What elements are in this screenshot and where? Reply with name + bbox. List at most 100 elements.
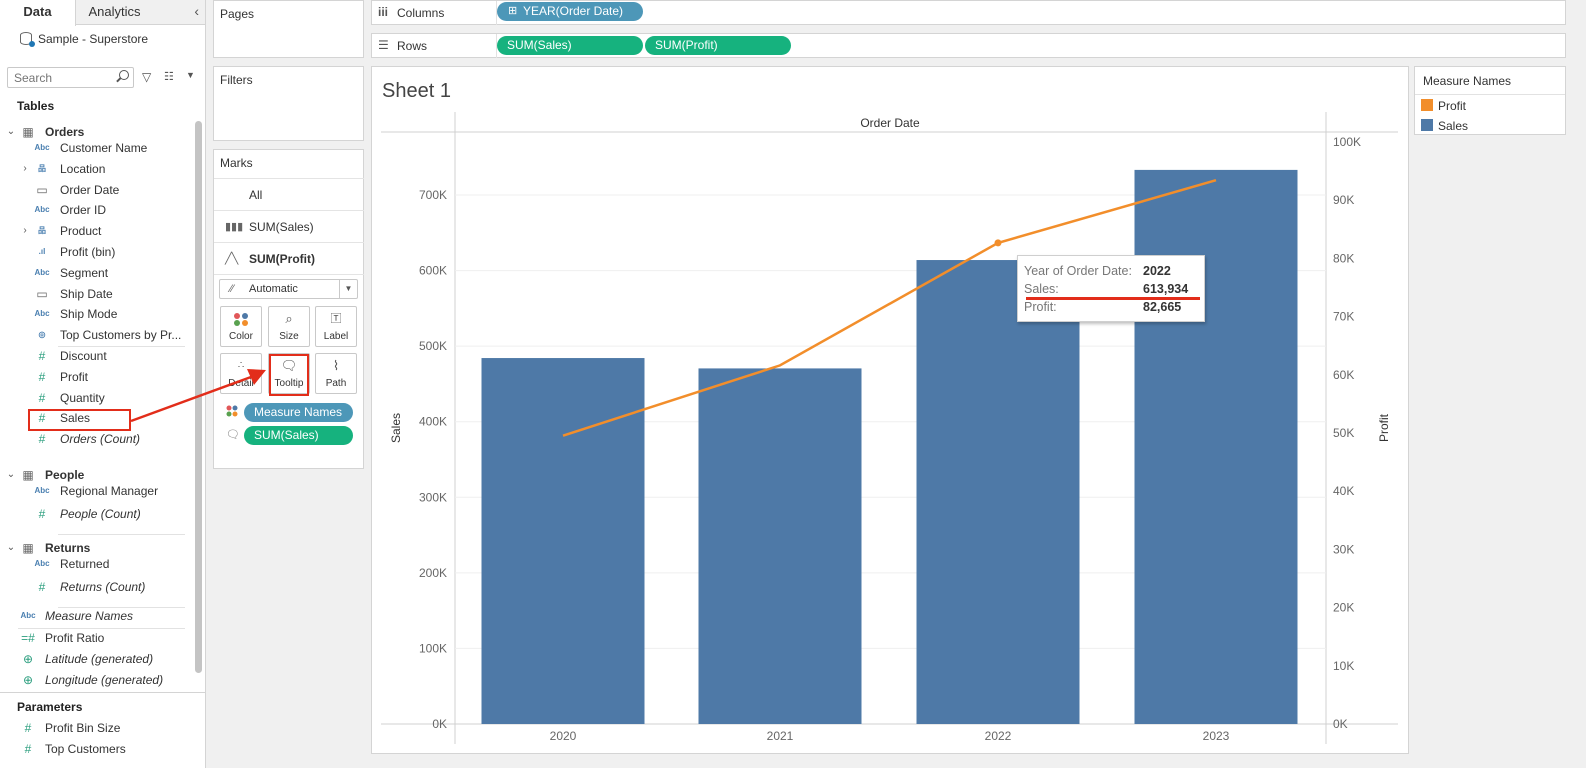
field-location[interactable]: › 品 Location — [0, 159, 190, 179]
line-chart-icon: ╱╲ — [225, 253, 239, 265]
speech-bubble-icon: 🗨 — [280, 358, 298, 373]
marks-card-sum-profit[interactable]: ╱╲ SUM(Profit) — [214, 244, 364, 275]
field-sales[interactable]: # Sales — [0, 408, 190, 428]
parameters-title: Parameters — [17, 700, 83, 714]
legend-swatch — [1421, 119, 1433, 131]
string-icon: Abc — [34, 205, 50, 215]
collapse-pane-icon[interactable]: ‹ — [194, 3, 199, 19]
field-orders-count[interactable]: # Orders (Count) — [0, 429, 190, 449]
chevron-down-icon[interactable]: ⌄ — [6, 542, 16, 553]
marks-card-sum-sales[interactable]: ▮▮▮ SUM(Sales) — [214, 212, 364, 243]
field-order-id[interactable]: Abc Order ID — [0, 200, 190, 220]
detail-button[interactable]: ∴ Detail — [220, 353, 262, 394]
divider — [0, 692, 205, 693]
scrollbar[interactable] — [195, 121, 202, 673]
sum-sales-tooltip-pill[interactable]: SUM(Sales) — [244, 426, 353, 445]
parameter-label: Top Customers — [45, 742, 126, 756]
mark-type-dropdown[interactable]: ⁄⁄ Automatic ▼ — [219, 279, 358, 299]
chevron-right-icon[interactable]: › — [23, 162, 27, 174]
tab-data[interactable]: Data — [0, 0, 76, 26]
chevron-down-icon[interactable]: ▼ — [339, 280, 357, 298]
field-longitude-generated[interactable]: ⊕ Longitude (generated) — [0, 670, 190, 690]
parameter-profit-bin-size[interactable]: # Profit Bin Size — [0, 718, 190, 738]
field-regional-manager[interactable]: Abc Regional Manager — [0, 481, 190, 501]
number-icon: # — [38, 432, 46, 447]
view-list-icon[interactable]: ☷ — [164, 71, 174, 83]
sum-sales-pill[interactable]: SUM(Sales) — [497, 36, 643, 55]
table-icon: ▦ — [22, 541, 34, 555]
bar-chart-icon: ▮▮▮ — [225, 221, 244, 233]
field-label: Customer Name — [60, 141, 148, 155]
detail-icon: ∴ — [237, 360, 245, 371]
chevron-right-icon[interactable]: › — [23, 225, 27, 237]
field-measure-names[interactable]: Abc Measure Names — [0, 606, 190, 626]
color-button[interactable]: Color — [220, 306, 262, 347]
path-button[interactable]: ⌇ Path — [315, 353, 357, 394]
legend-title: Measure Names — [1423, 74, 1512, 88]
table-people[interactable]: ⌄ ▦ People — [0, 465, 190, 485]
legend-label: Sales — [1438, 119, 1469, 133]
field-label: Returned — [60, 557, 110, 571]
chevron-down-icon[interactable]: ⌄ — [6, 469, 16, 480]
field-quantity[interactable]: # Quantity — [0, 388, 190, 408]
pages-card[interactable]: Pages — [213, 0, 364, 58]
datasource[interactable]: Sample - Superstore — [20, 32, 149, 47]
size-label: Size — [279, 331, 299, 342]
tooltip-button[interactable]: 🗨 Tooltip — [268, 353, 310, 394]
datasource-label: Sample - Superstore — [38, 32, 149, 46]
tooltip-value: 613,934 — [1143, 282, 1189, 296]
field-order-date[interactable]: ▭ Order Date — [0, 180, 190, 200]
size-button[interactable]: ⌕ Size — [268, 306, 310, 347]
search-icon[interactable] — [119, 70, 129, 80]
field-label: Orders (Count) — [60, 432, 141, 447]
year-order-date-pill[interactable]: ⊞ YEAR(Order Date) — [497, 2, 643, 21]
table-name: People — [45, 468, 85, 482]
pane-tabs: Data Analytics ‹ — [0, 0, 205, 26]
field-label: People (Count) — [60, 506, 141, 521]
detail-label: Detail — [228, 378, 254, 389]
field-profit-bin[interactable]: .ıl Profit (bin) — [0, 242, 190, 262]
data-pane: Data Analytics ‹ Sample - Superstore ▽ ☷… — [0, 0, 206, 768]
table-orders[interactable]: ⌄ ▦ Orders — [0, 122, 190, 142]
table-returns[interactable]: ⌄ ▦ Returns — [0, 538, 190, 558]
field-customer-name[interactable]: Abc Customer Name — [0, 138, 190, 158]
field-ship-date[interactable]: ▭ Ship Date — [0, 284, 190, 304]
filters-card[interactable]: Filters — [213, 66, 364, 141]
field-returned[interactable]: Abc Returned — [0, 554, 190, 574]
field-label: Profit (bin) — [60, 245, 116, 259]
field-profit-ratio[interactable]: =# Profit Ratio — [0, 628, 190, 648]
marks-card-all[interactable]: All — [214, 180, 364, 211]
chevron-down-icon[interactable]: ⌄ — [6, 126, 16, 137]
pill-label: YEAR(Order Date) — [523, 4, 624, 18]
table-icon: ▦ — [22, 125, 34, 139]
parameter-label: Profit Bin Size — [45, 721, 121, 735]
field-product[interactable]: › 品 Product — [0, 221, 190, 241]
filter-icon[interactable]: ▽ — [142, 70, 152, 84]
field-discount[interactable]: # Discount — [0, 346, 190, 366]
field-label: Segment — [60, 265, 109, 280]
table-icon: ▦ — [22, 468, 34, 482]
bin-icon: .ıl — [38, 247, 46, 256]
sum-profit-pill[interactable]: SUM(Profit) — [645, 36, 791, 55]
field-ship-mode[interactable]: Abc Ship Mode — [0, 304, 190, 324]
field-top-customers-by-pr[interactable]: ◎ Top Customers by Pr... — [0, 325, 190, 345]
tooltip-value: 2022 — [1143, 264, 1171, 278]
field-profit[interactable]: # Profit — [0, 367, 190, 387]
label-button[interactable]: 🅃 Label — [315, 306, 357, 347]
chevron-down-icon[interactable]: ▼ — [186, 70, 195, 80]
field-label: Sales — [60, 411, 91, 426]
measure-names-pill[interactable]: Measure Names — [244, 403, 353, 422]
search-input[interactable] — [7, 67, 134, 88]
field-people-count[interactable]: # People (Count) — [0, 504, 190, 524]
field-segment[interactable]: Abc Segment — [0, 263, 190, 283]
parameter-top-customers[interactable]: # Top Customers — [0, 739, 190, 759]
field-label: Quantity — [60, 390, 105, 405]
number-icon: # — [38, 349, 46, 363]
field-returns-count[interactable]: # Returns (Count) — [0, 577, 190, 597]
tab-analytics[interactable]: Analytics — [88, 4, 141, 19]
number-icon: # — [38, 411, 46, 426]
expand-icon[interactable]: ⊞ — [508, 5, 518, 17]
field-latitude-generated[interactable]: ⊕ Latitude (generated) — [0, 649, 190, 669]
field-label: Returns (Count) — [60, 579, 146, 594]
field-label: Profit Ratio — [45, 631, 105, 645]
